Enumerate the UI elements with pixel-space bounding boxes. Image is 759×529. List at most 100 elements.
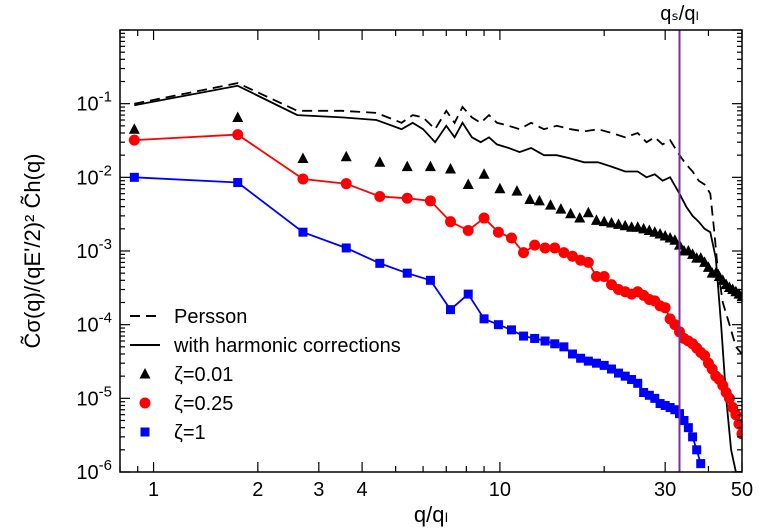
square-marker bbox=[463, 289, 473, 299]
x-tick-label: 10 bbox=[489, 479, 511, 501]
tick-layer bbox=[119, 29, 743, 473]
triangle-marker bbox=[340, 150, 352, 162]
triangle-marker bbox=[128, 123, 140, 134]
triangle-marker bbox=[555, 203, 567, 214]
y-tick-label: 10-6 bbox=[76, 457, 112, 484]
circle-marker bbox=[723, 392, 735, 404]
square-marker bbox=[233, 178, 243, 188]
triangle-marker bbox=[669, 234, 681, 245]
circle-marker bbox=[462, 224, 474, 236]
square-marker bbox=[692, 445, 702, 455]
legend-square-marker bbox=[140, 427, 150, 437]
square-marker bbox=[479, 314, 489, 324]
x-tick-label: 50 bbox=[731, 479, 753, 501]
triangle-marker bbox=[533, 194, 545, 206]
legend-triangle-marker bbox=[139, 368, 151, 379]
series-line-3 bbox=[134, 133, 742, 435]
triangle-marker bbox=[232, 111, 244, 122]
circle-marker bbox=[128, 134, 140, 146]
square-marker bbox=[614, 368, 624, 378]
triangle-marker bbox=[619, 219, 631, 231]
square-marker bbox=[519, 331, 529, 341]
y-tick-label: 10-1 bbox=[76, 89, 112, 116]
square-marker bbox=[665, 403, 675, 413]
x-tick-label: 2 bbox=[252, 479, 263, 501]
circle-marker bbox=[539, 242, 551, 254]
square-marker bbox=[683, 423, 693, 433]
x-tick-label: 1 bbox=[148, 479, 159, 501]
legend-label-1: with harmonic corrections bbox=[173, 335, 401, 357]
square-marker bbox=[591, 358, 601, 368]
square-marker bbox=[688, 432, 698, 442]
triangle-marker bbox=[545, 199, 557, 210]
triangle-marker bbox=[401, 160, 413, 172]
qs-annotation: qₛ/qₗ bbox=[660, 3, 699, 25]
circle-marker bbox=[374, 190, 386, 202]
square-marker bbox=[493, 320, 503, 330]
x-axis-label: q/qₗ bbox=[414, 502, 448, 527]
square-marker bbox=[530, 333, 540, 343]
triangle-marker bbox=[590, 214, 602, 225]
legend-circle-marker bbox=[139, 397, 151, 409]
y-tick-label: 10-4 bbox=[76, 310, 112, 337]
square-marker bbox=[650, 393, 660, 403]
square-marker bbox=[627, 375, 637, 385]
square-marker bbox=[679, 416, 689, 426]
triangle-marker bbox=[511, 185, 523, 196]
square-marker bbox=[567, 349, 577, 359]
triangle-marker bbox=[606, 216, 618, 228]
square-marker bbox=[599, 360, 609, 370]
x-tick-label: 4 bbox=[357, 479, 368, 501]
y-tick-label: 10-5 bbox=[76, 383, 112, 410]
circle-marker bbox=[566, 250, 578, 262]
square-marker bbox=[644, 390, 654, 400]
circle-marker bbox=[590, 271, 602, 283]
square-marker bbox=[620, 371, 630, 381]
triangle-marker bbox=[462, 178, 474, 189]
circle-marker bbox=[598, 271, 610, 283]
y-axis-label: C̃σ(q)/(qE'/2)² C̃h(q) bbox=[20, 153, 45, 348]
square-marker bbox=[425, 275, 435, 285]
square-marker bbox=[655, 399, 665, 409]
square-marker bbox=[696, 459, 706, 469]
triangle-marker bbox=[424, 160, 436, 172]
square-marker bbox=[550, 339, 560, 349]
square-marker bbox=[446, 305, 456, 315]
circle-marker bbox=[478, 212, 490, 224]
triangle-marker bbox=[582, 206, 594, 218]
square-marker bbox=[559, 342, 569, 352]
legend: Persson with harmonic corrections ζ=0.01 ζ=… bbox=[130, 306, 401, 444]
circle-marker bbox=[401, 192, 413, 204]
triangle-marker bbox=[297, 152, 309, 164]
circle-marker bbox=[733, 418, 742, 430]
legend-label-2: ζ=0.01 bbox=[174, 364, 233, 386]
circle-marker bbox=[297, 173, 309, 185]
circle-marker bbox=[558, 247, 570, 259]
triangle-marker bbox=[565, 207, 577, 219]
circle-marker bbox=[232, 129, 244, 141]
x-tick-label: 3 bbox=[313, 479, 324, 501]
square-marker bbox=[129, 172, 139, 182]
circle-marker bbox=[445, 216, 457, 228]
triangle-marker bbox=[613, 218, 625, 229]
square-marker bbox=[341, 243, 351, 253]
circle-marker bbox=[549, 242, 561, 254]
circle-marker bbox=[518, 247, 530, 259]
y-tick-label: 10-3 bbox=[76, 236, 112, 263]
triangle-marker bbox=[574, 212, 586, 223]
legend-label-4: ζ=1 bbox=[174, 422, 206, 444]
circle-marker bbox=[492, 226, 504, 238]
triangle-marker bbox=[478, 168, 490, 179]
triangle-marker bbox=[494, 182, 506, 194]
circle-marker bbox=[582, 256, 594, 268]
square-marker bbox=[670, 405, 680, 415]
circle-marker bbox=[529, 239, 541, 251]
square-marker bbox=[402, 268, 412, 278]
series-line-0 bbox=[134, 82, 742, 355]
legend-label-0: Persson bbox=[174, 306, 247, 328]
triangle-marker bbox=[736, 290, 742, 302]
triangle-marker bbox=[598, 215, 610, 227]
square-marker bbox=[633, 378, 643, 388]
circle-marker bbox=[340, 178, 352, 190]
